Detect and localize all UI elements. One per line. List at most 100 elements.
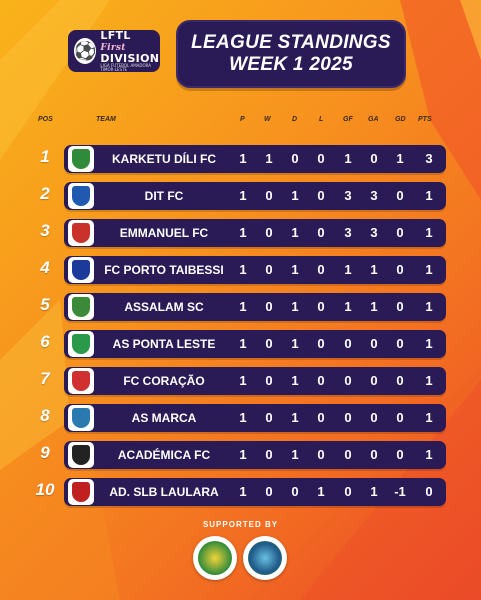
row-ga: 3 xyxy=(370,225,378,240)
row-ga: 0 xyxy=(370,410,378,425)
row-team: FC PORTO TAIBESSI xyxy=(104,263,224,277)
row-gd: 0 xyxy=(396,188,404,203)
row-w: 0 xyxy=(265,188,273,203)
row-pts: 1 xyxy=(425,299,433,314)
row-gf: 3 xyxy=(344,188,352,203)
header-ga: GA xyxy=(368,116,379,123)
row-gd: 0 xyxy=(396,336,404,351)
column-headers: POS TEAM P W D L GF GA GD PTS xyxy=(0,116,481,128)
row-w: 0 xyxy=(265,484,273,499)
header-team: TEAM xyxy=(96,116,116,123)
row-w: 0 xyxy=(265,373,273,388)
row-w: 0 xyxy=(265,447,273,462)
table-row: 9 ACADÉMICA FC 1 0 1 0 0 0 0 1 xyxy=(0,441,481,469)
row-team: AS PONTA LESTE xyxy=(112,337,216,351)
row-pos: 5 xyxy=(40,295,50,314)
row-pts: 1 xyxy=(425,373,433,388)
row-gd: -1 xyxy=(394,484,406,499)
row-gf: 1 xyxy=(344,299,352,314)
header-w: W xyxy=(264,116,271,123)
table-row: 1 KARKETU DÍLI FC 1 1 0 0 1 0 1 3 xyxy=(0,145,481,173)
row-p: 1 xyxy=(239,447,247,462)
row-pts: 1 xyxy=(425,336,433,351)
row-gf: 0 xyxy=(344,410,352,425)
row-ga: 1 xyxy=(370,299,378,314)
row-w: 0 xyxy=(265,336,273,351)
row-w: 0 xyxy=(265,299,273,314)
row-pts: 3 xyxy=(425,151,433,166)
row-l: 0 xyxy=(317,262,325,277)
sponsor-logo-2-icon xyxy=(243,536,287,580)
row-team: EMMANUEL FC xyxy=(119,226,209,240)
row-pos: 4 xyxy=(40,258,50,277)
row-team: KARKETU DÍLI FC xyxy=(112,152,216,166)
row-ga: 0 xyxy=(370,151,378,166)
row-gd: 0 xyxy=(396,447,404,462)
row-l: 1 xyxy=(317,484,325,499)
row-l: 0 xyxy=(317,373,325,388)
row-pos: 9 xyxy=(40,443,50,462)
row-team: AS MARCA xyxy=(131,411,197,425)
row-bar xyxy=(64,367,446,395)
row-gf: 1 xyxy=(344,151,352,166)
row-p: 1 xyxy=(239,299,247,314)
team-crest-icon xyxy=(68,331,94,357)
table-row: 8 AS MARCA 1 0 1 0 0 0 0 1 xyxy=(0,404,481,432)
header-pts: PTS xyxy=(418,116,432,123)
row-pts: 0 xyxy=(425,484,433,499)
row-d: 1 xyxy=(291,447,299,462)
logo-line2: DIVISION xyxy=(100,52,160,65)
row-gd: 0 xyxy=(396,299,404,314)
row-ga: 3 xyxy=(370,188,378,203)
row-team: DIT FC xyxy=(144,189,184,203)
row-l: 0 xyxy=(317,336,325,351)
row-team: FC CORAÇÃO xyxy=(123,374,205,388)
team-crest-icon xyxy=(68,183,94,209)
row-bar xyxy=(64,182,446,210)
row-d: 0 xyxy=(291,151,299,166)
row-p: 1 xyxy=(239,262,247,277)
row-pos: 1 xyxy=(40,147,50,166)
table-row: 6 AS PONTA LESTE 1 0 1 0 0 0 0 1 xyxy=(0,330,481,358)
row-bar xyxy=(64,478,446,506)
row-l: 0 xyxy=(317,299,325,314)
header-l: L xyxy=(319,116,324,123)
header-gf: GF xyxy=(343,116,353,123)
row-pts: 1 xyxy=(425,188,433,203)
soccer-ball-icon: ⚽ xyxy=(74,38,97,64)
row-gd: 0 xyxy=(396,262,404,277)
header-d: D xyxy=(292,116,298,123)
row-bar xyxy=(64,404,446,432)
row-pos: 8 xyxy=(40,406,50,425)
table-row: 5 ASSALAM SC 1 0 1 0 1 1 0 1 xyxy=(0,293,481,321)
row-bar xyxy=(64,145,446,173)
row-gd: 1 xyxy=(396,151,404,166)
row-gf: 0 xyxy=(344,484,352,499)
header-pos: POS xyxy=(38,116,53,123)
row-pos: 10 xyxy=(35,480,55,499)
table-row: 10 AD. SLB LAULARA 1 0 0 1 0 1 -1 0 xyxy=(0,478,481,506)
row-p: 1 xyxy=(239,336,247,351)
row-gf: 0 xyxy=(344,447,352,462)
row-gf: 0 xyxy=(344,373,352,388)
row-gd: 0 xyxy=(396,410,404,425)
row-gf: 0 xyxy=(344,336,352,351)
row-p: 1 xyxy=(239,225,247,240)
row-gd: 0 xyxy=(396,373,404,388)
row-l: 0 xyxy=(317,225,325,240)
header-gd: GD xyxy=(395,116,406,123)
row-bar xyxy=(64,219,446,247)
league-logo: ⚽ LFTL First DIVISION LIGA FUTEBOL AMADO… xyxy=(68,30,160,72)
row-d: 1 xyxy=(291,262,299,277)
header-p: P xyxy=(240,116,245,123)
row-team: ASSALAM SC xyxy=(124,300,204,314)
row-pos: 7 xyxy=(40,369,50,388)
row-d: 1 xyxy=(291,336,299,351)
title-line2: WEEK 1 2025 xyxy=(229,54,353,75)
row-pts: 1 xyxy=(425,262,433,277)
row-pts: 1 xyxy=(425,447,433,462)
logo-line1b: First xyxy=(100,43,126,53)
row-ga: 0 xyxy=(370,447,378,462)
row-d: 1 xyxy=(291,299,299,314)
row-w: 0 xyxy=(265,262,273,277)
